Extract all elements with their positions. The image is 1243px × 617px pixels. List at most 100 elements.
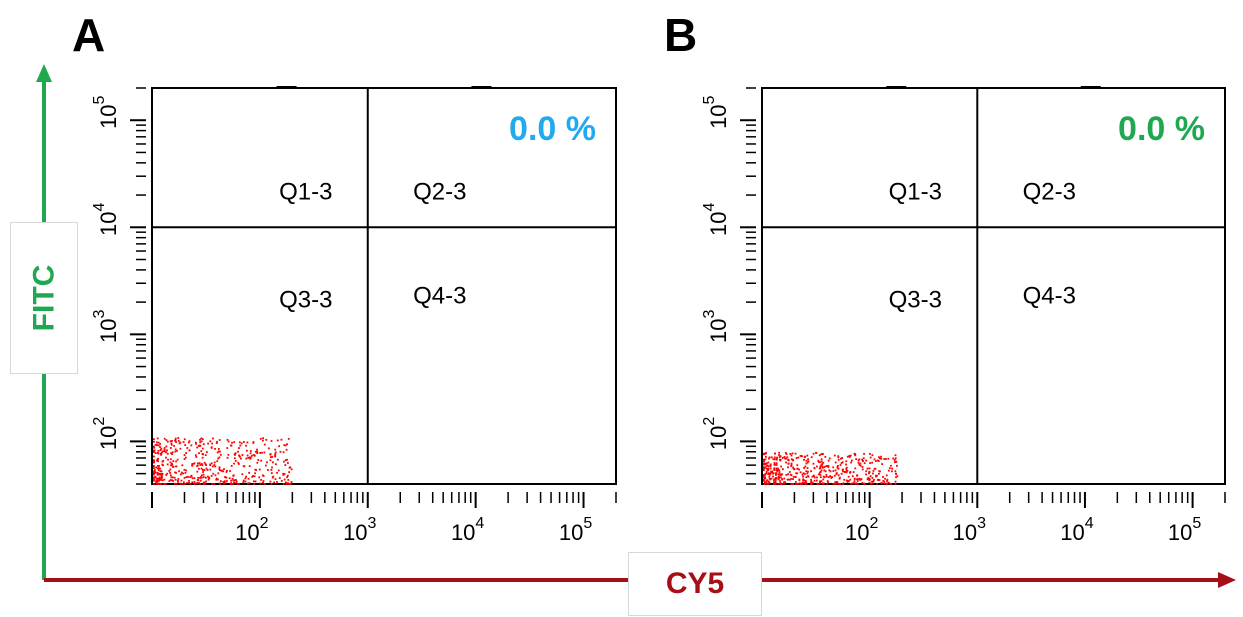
data-point	[880, 455, 882, 458]
data-point	[283, 478, 286, 481]
data-point	[238, 455, 241, 458]
data-point	[169, 471, 171, 474]
data-point	[865, 470, 868, 473]
data-point	[792, 468, 795, 470]
quadrant-label-q3: Q3-3	[279, 286, 332, 313]
data-point	[839, 476, 841, 479]
quadrant-label-q1: Q1-3	[279, 178, 332, 205]
data-point	[252, 453, 255, 456]
data-point	[805, 482, 808, 485]
data-point	[772, 481, 775, 484]
data-point	[818, 467, 821, 470]
data-point	[262, 475, 265, 477]
data-point	[820, 469, 823, 472]
data-point	[798, 468, 801, 471]
frame-top-mark	[276, 86, 297, 89]
data-point	[153, 465, 155, 467]
data-point	[765, 480, 768, 483]
data-point	[201, 447, 204, 450]
data-point	[763, 466, 765, 469]
data-point	[863, 483, 866, 485]
data-point	[802, 479, 805, 482]
data-point	[763, 460, 765, 463]
data-point	[175, 441, 177, 443]
frame-top-mark	[471, 86, 492, 89]
data-point	[774, 476, 777, 479]
data-point	[170, 476, 173, 479]
data-point	[195, 442, 197, 445]
data-point	[779, 482, 782, 484]
data-point	[849, 471, 852, 473]
data-point	[175, 465, 177, 468]
data-point	[804, 479, 807, 482]
data-point	[834, 481, 837, 484]
data-point	[820, 460, 823, 463]
data-point	[203, 461, 206, 464]
data-point	[227, 440, 230, 443]
data-point	[188, 440, 191, 443]
data-point	[790, 483, 793, 485]
data-point	[820, 480, 823, 483]
data-point	[858, 458, 861, 461]
data-point	[878, 472, 880, 475]
data-point	[216, 440, 219, 443]
data-point	[211, 465, 214, 468]
data-point	[806, 454, 809, 457]
data-point	[189, 476, 192, 479]
data-point	[278, 445, 280, 448]
data-point	[153, 473, 155, 476]
data-point	[848, 455, 851, 457]
data-point	[845, 479, 848, 482]
data-point	[169, 440, 172, 443]
data-point	[270, 472, 273, 475]
data-point	[177, 480, 179, 483]
data-point	[869, 475, 872, 478]
data-point	[230, 464, 233, 467]
data-point	[269, 456, 272, 459]
data-point	[847, 480, 850, 482]
data-point	[783, 477, 786, 480]
data-point	[233, 462, 235, 465]
data-point	[200, 474, 203, 477]
data-point	[860, 478, 863, 481]
data-point	[254, 472, 256, 475]
data-point	[876, 483, 879, 485]
data-point	[259, 452, 262, 454]
data-point	[282, 451, 285, 454]
data-point	[270, 468, 273, 471]
data-point	[283, 460, 285, 463]
data-point	[153, 459, 155, 462]
data-point	[841, 461, 844, 464]
data-point	[269, 480, 272, 483]
data-point	[810, 483, 812, 485]
data-point	[166, 440, 169, 443]
y-tick-label: 104	[701, 202, 731, 235]
data-point	[807, 470, 809, 473]
data-point	[262, 481, 264, 484]
data-point	[792, 466, 794, 469]
data-point	[188, 449, 191, 452]
data-point	[819, 476, 822, 479]
data-point	[238, 454, 240, 457]
data-point	[173, 445, 175, 447]
data-point	[772, 483, 775, 485]
data-point	[813, 467, 816, 470]
quadrant-label-q4: Q4-3	[413, 282, 466, 309]
data-point	[865, 473, 868, 476]
data-point	[287, 462, 289, 464]
data-point	[213, 483, 216, 485]
data-point	[872, 472, 874, 475]
data-point	[179, 473, 182, 476]
data-point	[155, 444, 158, 446]
data-point	[172, 460, 175, 462]
data-point	[883, 482, 886, 485]
data-point	[845, 468, 848, 470]
data-point	[165, 439, 168, 441]
cy5-arrow-head	[1218, 572, 1236, 588]
data-point	[774, 480, 777, 483]
data-point	[891, 467, 894, 470]
data-point	[153, 440, 155, 443]
data-point	[261, 451, 263, 454]
data-point	[163, 449, 166, 451]
data-point	[763, 469, 765, 471]
